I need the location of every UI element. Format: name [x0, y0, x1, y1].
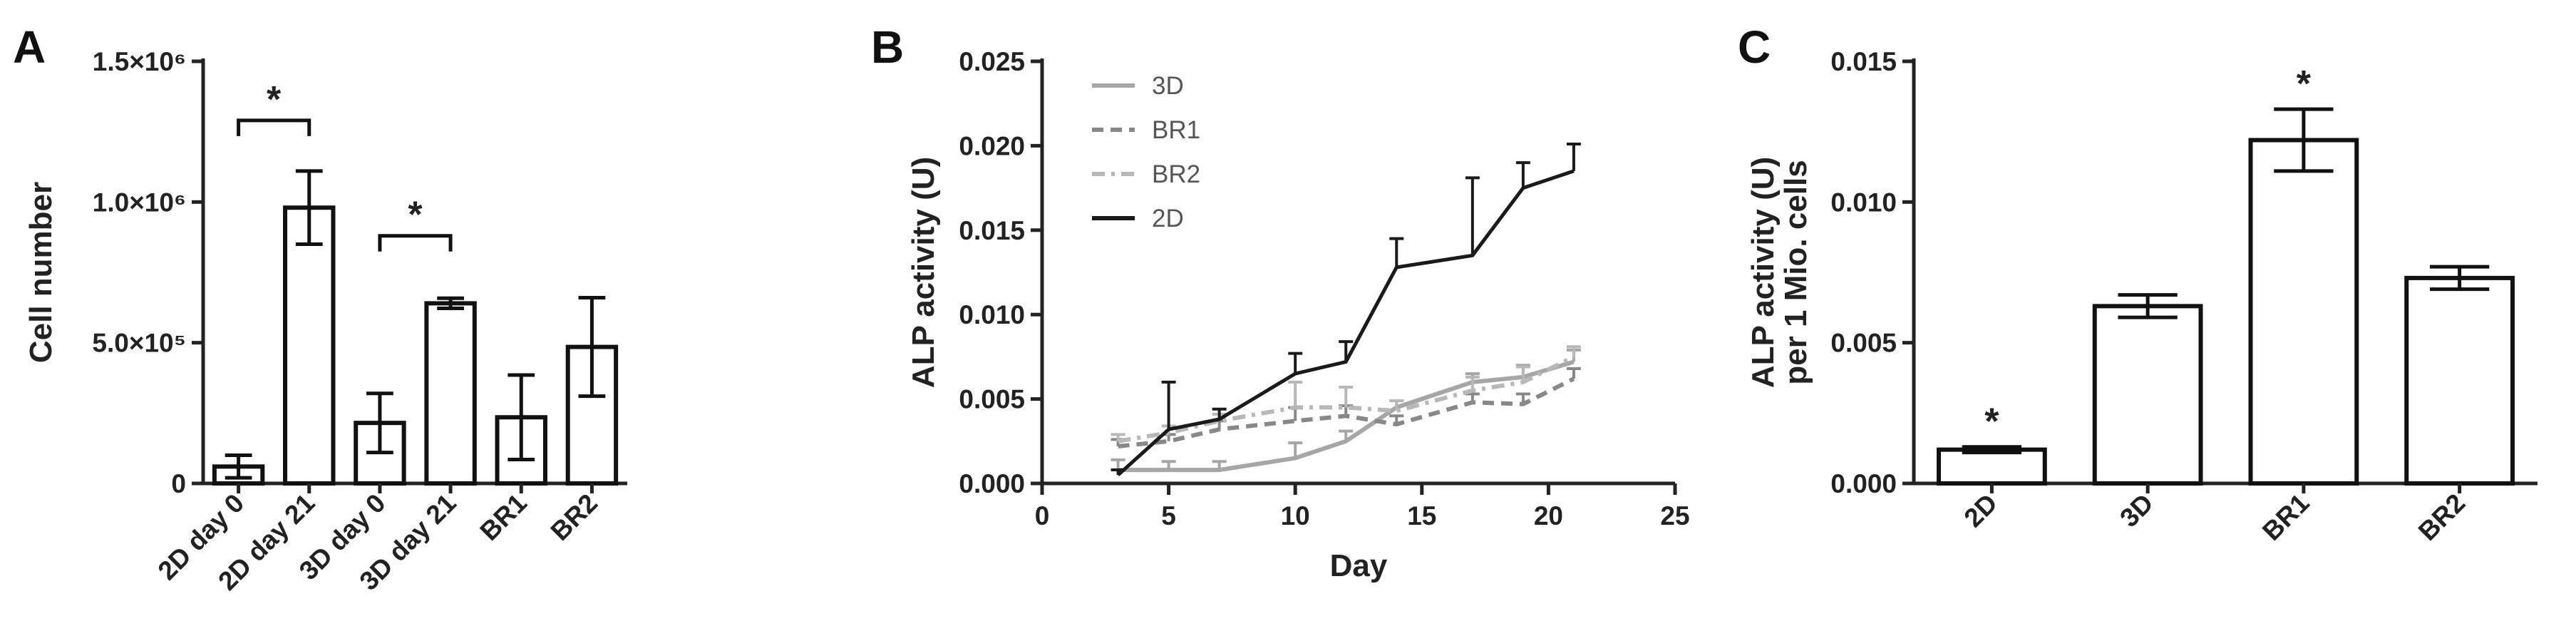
y-tick-label: 0.010	[959, 300, 1025, 329]
y-tick-label: 0.015	[959, 216, 1025, 245]
y-tick-label: 1.5×10⁶	[93, 47, 186, 76]
y-axis-title: per 1 Mio. cells	[1778, 160, 1813, 384]
x-tick-label: BR1	[475, 488, 532, 546]
panel-letter-a: A	[13, 21, 46, 73]
significance-star: *	[1984, 401, 1999, 443]
significance-star: *	[267, 79, 282, 120]
panel-b: 0.000 0.005 0.010 0.015 0.020 0.025 0 5 10 15 20 25…	[906, 47, 1690, 583]
y-tick-label: 0.005	[1830, 329, 1897, 358]
panel-letter-b: B	[871, 21, 904, 73]
x-tick-label: 2D	[1959, 488, 2003, 533]
y-tick-label: 0.000	[1830, 469, 1897, 498]
bar	[2404, 275, 2515, 486]
y-tick-label: 0.020	[959, 131, 1025, 160]
legend-label: 3D	[1152, 72, 1184, 100]
significance-bracket	[237, 118, 311, 136]
bar	[2248, 138, 2359, 486]
panel-c: 0.000 0.005 0.010 0.015 2D 3D BR1 BR2 ALP activi…	[1746, 47, 2538, 546]
x-tick-label: 25	[1660, 501, 1689, 530]
significance-star: *	[408, 195, 423, 236]
y-axis-title: ALP activity (U)	[1746, 157, 1781, 388]
bar	[1937, 447, 2047, 486]
x-tick-label: 20	[1534, 501, 1563, 530]
x-tick-label: 3D	[2114, 488, 2158, 533]
y-tick-label: 0.010	[1830, 188, 1897, 217]
significance-bracket	[378, 234, 453, 252]
y-tick-label: 1.0×10⁶	[93, 188, 186, 217]
series-line-br2	[1118, 354, 1575, 443]
y-tick-label: 0	[171, 469, 186, 498]
x-tick-label: BR2	[2413, 488, 2471, 546]
x-tick-label: 0	[1035, 501, 1050, 530]
legend-label: BR2	[1152, 160, 1200, 188]
bar	[283, 205, 336, 486]
legend-label: BR1	[1152, 116, 1200, 144]
legend-label: 2D	[1152, 205, 1184, 232]
y-axis-title: Cell number	[24, 182, 58, 363]
y-tick-label: 0.015	[1830, 47, 1897, 76]
significance-star: *	[2297, 63, 2312, 105]
x-tick-label: 15	[1407, 501, 1436, 530]
x-tick-label: 10	[1281, 501, 1310, 530]
panel-letter-c: C	[1738, 21, 1771, 73]
x-tick-label: BR2	[545, 488, 603, 546]
x-tick-label: 5	[1161, 501, 1176, 530]
series-line-br1	[1118, 376, 1575, 448]
y-tick-label: 0.025	[959, 47, 1025, 76]
y-axis-title: ALP activity (U)	[906, 157, 941, 388]
bar	[2092, 304, 2203, 486]
x-axis-title: Day	[1330, 548, 1388, 583]
y-tick-label: 5.0×10⁵	[92, 329, 186, 358]
bar	[424, 301, 477, 486]
x-tick-label: BR1	[2257, 488, 2314, 546]
y-tick-label: 0.000	[959, 469, 1025, 498]
y-tick-label: 0.005	[959, 385, 1025, 414]
